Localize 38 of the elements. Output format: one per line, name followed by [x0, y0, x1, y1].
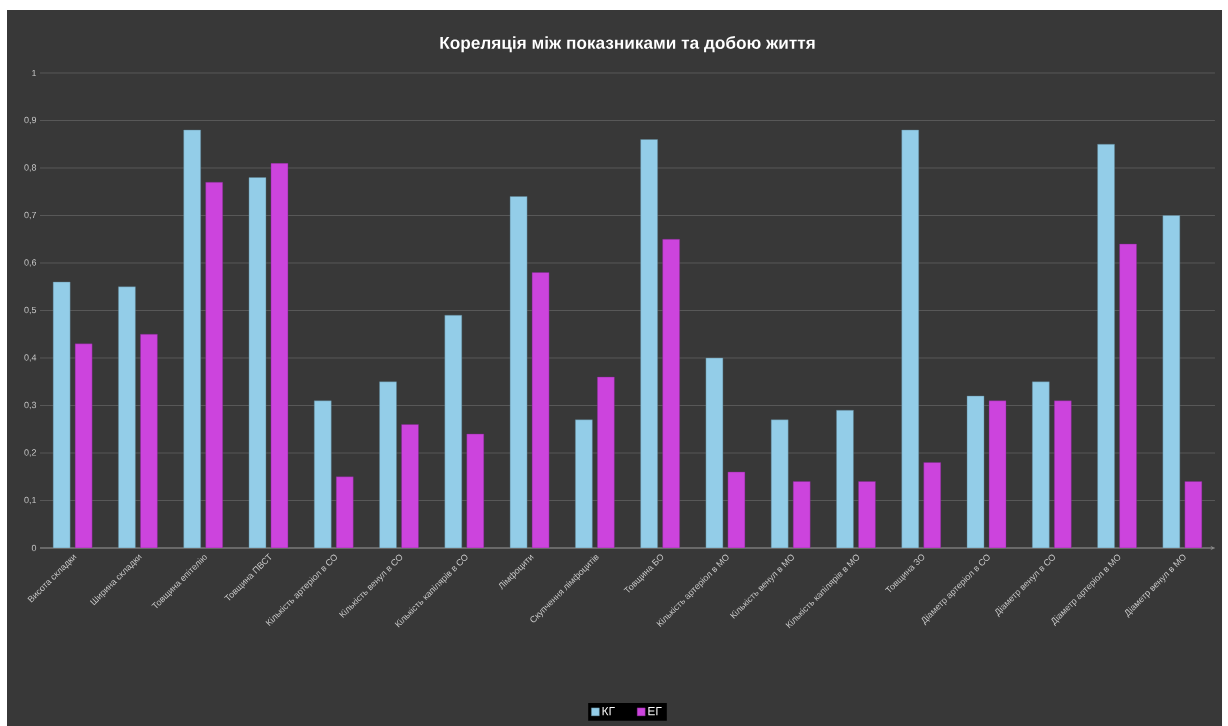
legend-label: ЕГ — [648, 707, 662, 716]
y-tick-label: 0 — [31, 544, 37, 552]
bar — [140, 334, 158, 548]
bar — [444, 315, 462, 548]
y-tick-label: 0,5 — [24, 306, 37, 315]
y-tick-label: 0,9 — [24, 116, 37, 125]
bar — [1032, 381, 1050, 548]
legend-label: КГ — [602, 707, 615, 716]
bar — [597, 376, 615, 548]
y-tick-label: 1 — [32, 69, 37, 77]
y-tick-label: 0,2 — [24, 449, 37, 457]
bar — [640, 139, 658, 548]
y-tick-label: 0,6 — [24, 259, 37, 267]
bar — [1097, 144, 1115, 548]
bar — [205, 182, 223, 548]
y-tick-label: 0,7 — [24, 211, 37, 220]
bar — [118, 286, 136, 548]
bar — [1054, 400, 1072, 548]
y-tick-label: 0,4 — [24, 354, 37, 362]
bar — [792, 481, 811, 548]
bar — [379, 381, 397, 548]
bar — [575, 419, 593, 548]
bar — [858, 481, 876, 548]
bar — [336, 476, 354, 548]
y-tick-label: 0,3 — [24, 401, 37, 410]
bar — [662, 239, 680, 548]
bar — [836, 410, 854, 548]
y-tick-label: 0,8 — [24, 164, 37, 172]
y-tick-label: 0,1 — [24, 496, 37, 505]
bar — [314, 400, 332, 548]
chart-title: Кореляція між показниками та добою життя — [440, 36, 815, 53]
bar — [401, 424, 419, 548]
bar — [923, 462, 941, 548]
bar — [770, 419, 789, 548]
bar — [901, 129, 919, 548]
bar — [1119, 243, 1137, 548]
bar — [183, 129, 201, 548]
bar — [466, 433, 484, 548]
